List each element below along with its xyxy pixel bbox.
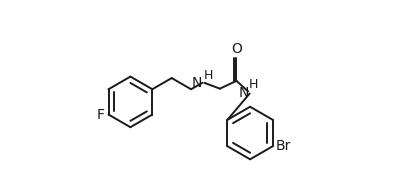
Text: Br: Br (276, 139, 291, 153)
Text: H: H (249, 78, 259, 91)
Text: H: H (203, 69, 213, 82)
Text: N: N (238, 85, 249, 100)
Text: O: O (231, 42, 242, 56)
Text: F: F (97, 108, 105, 122)
Text: N: N (192, 76, 202, 90)
